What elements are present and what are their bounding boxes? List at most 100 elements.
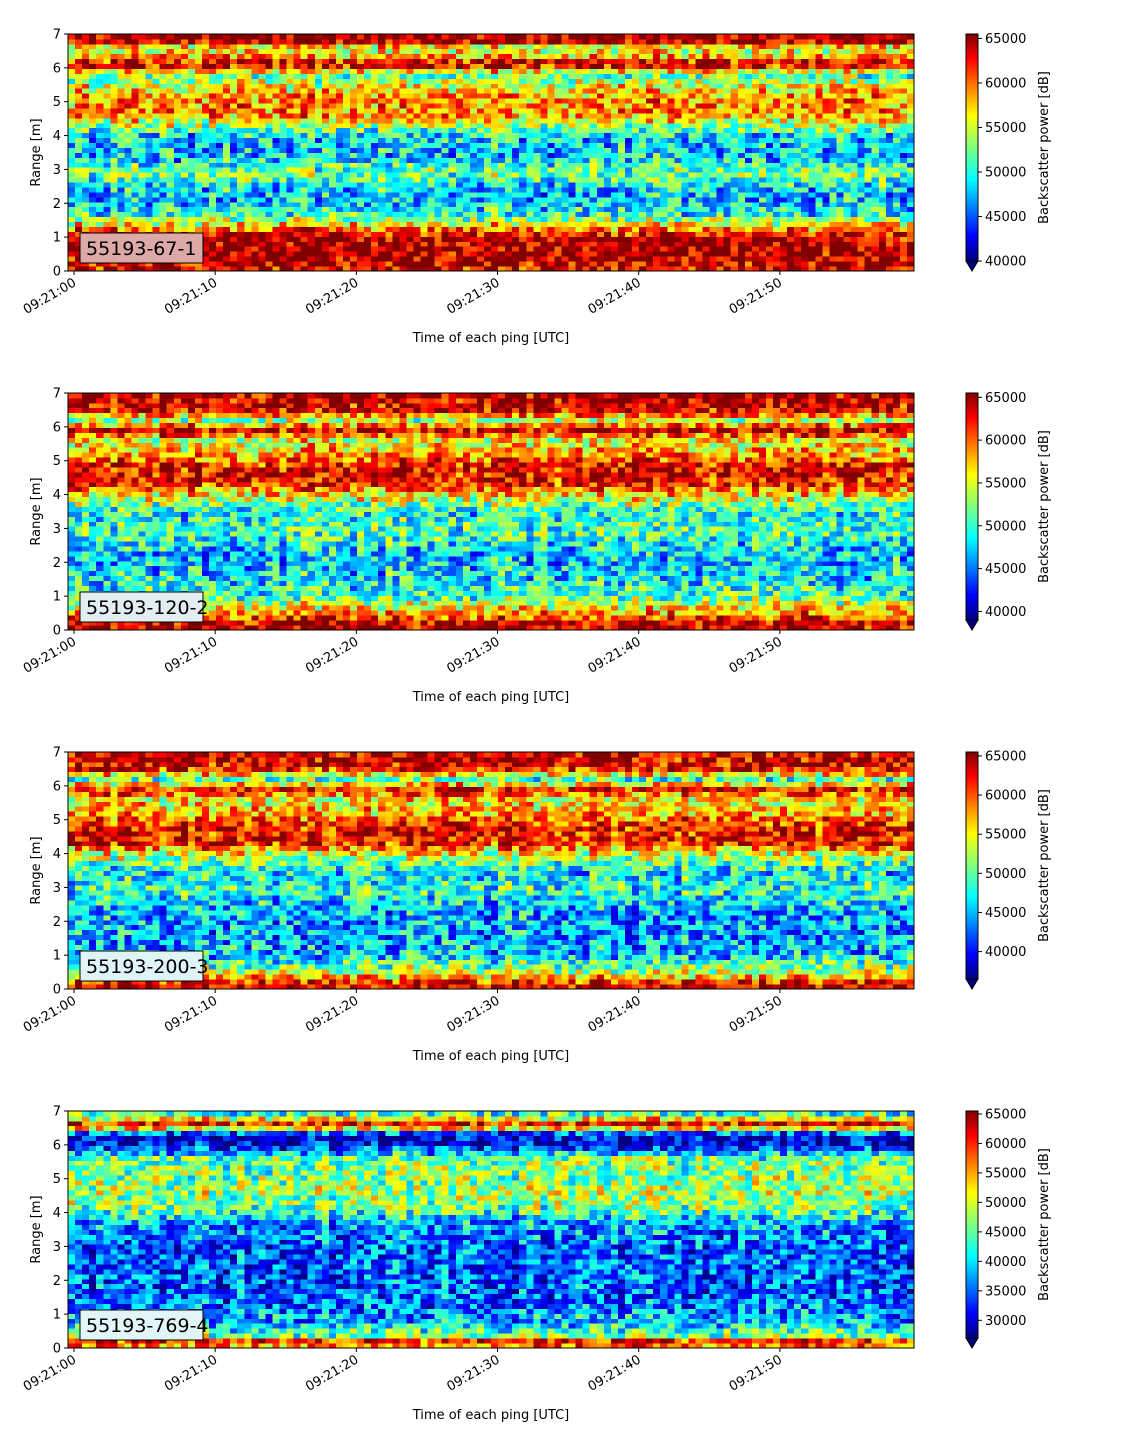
heatmap-cell — [75, 201, 83, 208]
heatmap-cell — [610, 162, 619, 168]
heatmap-cell — [568, 266, 576, 272]
heatmap-cell — [75, 236, 83, 242]
heatmap-cell — [540, 177, 548, 183]
heatmap-cell — [251, 48, 259, 55]
heatmap-cell — [483, 38, 492, 45]
heatmap-cell — [314, 103, 323, 109]
heatmap-cell — [258, 78, 266, 84]
heatmap-cell — [751, 157, 760, 163]
heatmap-cell — [646, 34, 654, 40]
heatmap-cell — [180, 83, 189, 89]
heatmap-cell — [476, 78, 485, 84]
heatmap-cell — [342, 98, 351, 104]
heatmap-cell — [646, 241, 654, 247]
heatmap-cell — [258, 196, 266, 203]
heatmap-cell — [765, 226, 774, 232]
heatmap-cell — [730, 261, 739, 267]
heatmap-cell — [110, 132, 118, 139]
heatmap-cell — [413, 172, 421, 178]
heatmap-cell — [187, 261, 196, 267]
heatmap-cell — [716, 231, 725, 237]
heatmap-cell — [371, 192, 379, 198]
heatmap-cell — [589, 256, 598, 262]
heatmap-cell — [216, 226, 224, 232]
heatmap-cell — [223, 216, 231, 223]
heatmap-cell — [201, 241, 210, 247]
heatmap-cell — [124, 127, 132, 134]
heatmap-cell — [709, 182, 717, 188]
heatmap-cell — [498, 206, 506, 213]
heatmap-cell — [624, 187, 633, 193]
heatmap-cell — [350, 122, 358, 129]
heatmap-cell — [632, 206, 640, 213]
heatmap-cell — [632, 122, 640, 129]
heatmap-cell — [723, 137, 732, 144]
heatmap-cell — [695, 231, 703, 237]
heatmap-cell — [279, 241, 287, 247]
heatmap-cell — [617, 132, 626, 139]
heatmap-cell — [209, 206, 217, 213]
heatmap-cell — [194, 147, 203, 153]
heatmap-cell — [89, 127, 97, 134]
heatmap-cell — [399, 122, 407, 129]
heatmap-cell — [441, 127, 450, 134]
heatmap-cell — [124, 187, 132, 193]
heatmap-cell — [469, 206, 478, 213]
heatmap-cell — [237, 172, 245, 178]
heatmap-cell — [314, 211, 323, 218]
heatmap-cell — [667, 177, 675, 183]
heatmap-cell — [335, 157, 344, 163]
heatmap-cell — [152, 177, 161, 183]
heatmap-cell — [617, 157, 626, 163]
heatmap-cell — [300, 152, 309, 158]
heatmap-cell — [758, 98, 767, 104]
heatmap-cell — [244, 117, 252, 124]
heatmap-cell — [610, 256, 619, 262]
heatmap-cell — [660, 216, 668, 223]
heatmap-cell — [145, 53, 153, 60]
heatmap-cell — [272, 132, 280, 139]
heatmap-cell — [420, 38, 428, 45]
heatmap-cell — [272, 201, 280, 208]
heatmap-cell — [737, 68, 746, 74]
heatmap-cell — [441, 113, 450, 119]
heatmap-cell — [413, 246, 421, 252]
heatmap-cell — [230, 73, 238, 79]
heatmap-cell — [89, 261, 97, 267]
heatmap-cell — [75, 68, 83, 74]
heatmap-cell — [385, 167, 393, 173]
heatmap-cell — [159, 167, 168, 173]
heatmap-cell — [385, 73, 393, 79]
heatmap-cell — [194, 108, 203, 114]
heatmap-cell — [610, 147, 619, 153]
heatmap-cell — [476, 172, 485, 178]
heatmap-cell — [737, 241, 746, 247]
heatmap-cell — [265, 206, 273, 213]
heatmap-cell — [554, 53, 562, 60]
heatmap-cell — [82, 211, 90, 218]
heatmap-cell — [237, 117, 245, 124]
heatmap-cell — [441, 93, 450, 99]
heatmap-cell — [201, 58, 210, 65]
heatmap-cell — [744, 152, 753, 158]
heatmap-cell — [166, 177, 175, 183]
heatmap-cell — [723, 108, 732, 114]
heatmap-cell — [765, 127, 774, 134]
heatmap-cell — [124, 216, 132, 223]
heatmap-cell — [364, 261, 372, 267]
heatmap-cell — [765, 261, 774, 267]
heatmap-cell — [547, 167, 555, 173]
heatmap-cell — [758, 206, 767, 213]
heatmap-cell — [561, 83, 569, 89]
heatmap-cell — [561, 108, 569, 114]
heatmap-cell — [251, 117, 259, 124]
heatmap-cell — [180, 157, 189, 163]
heatmap-cell — [385, 192, 393, 198]
heatmap-cell — [223, 256, 231, 262]
heatmap-cell — [279, 211, 287, 218]
heatmap-cell — [610, 38, 619, 45]
heatmap-cell — [695, 167, 703, 173]
heatmap-cell — [110, 53, 118, 60]
heatmap-cell — [505, 88, 513, 94]
heatmap-cell — [498, 108, 506, 114]
